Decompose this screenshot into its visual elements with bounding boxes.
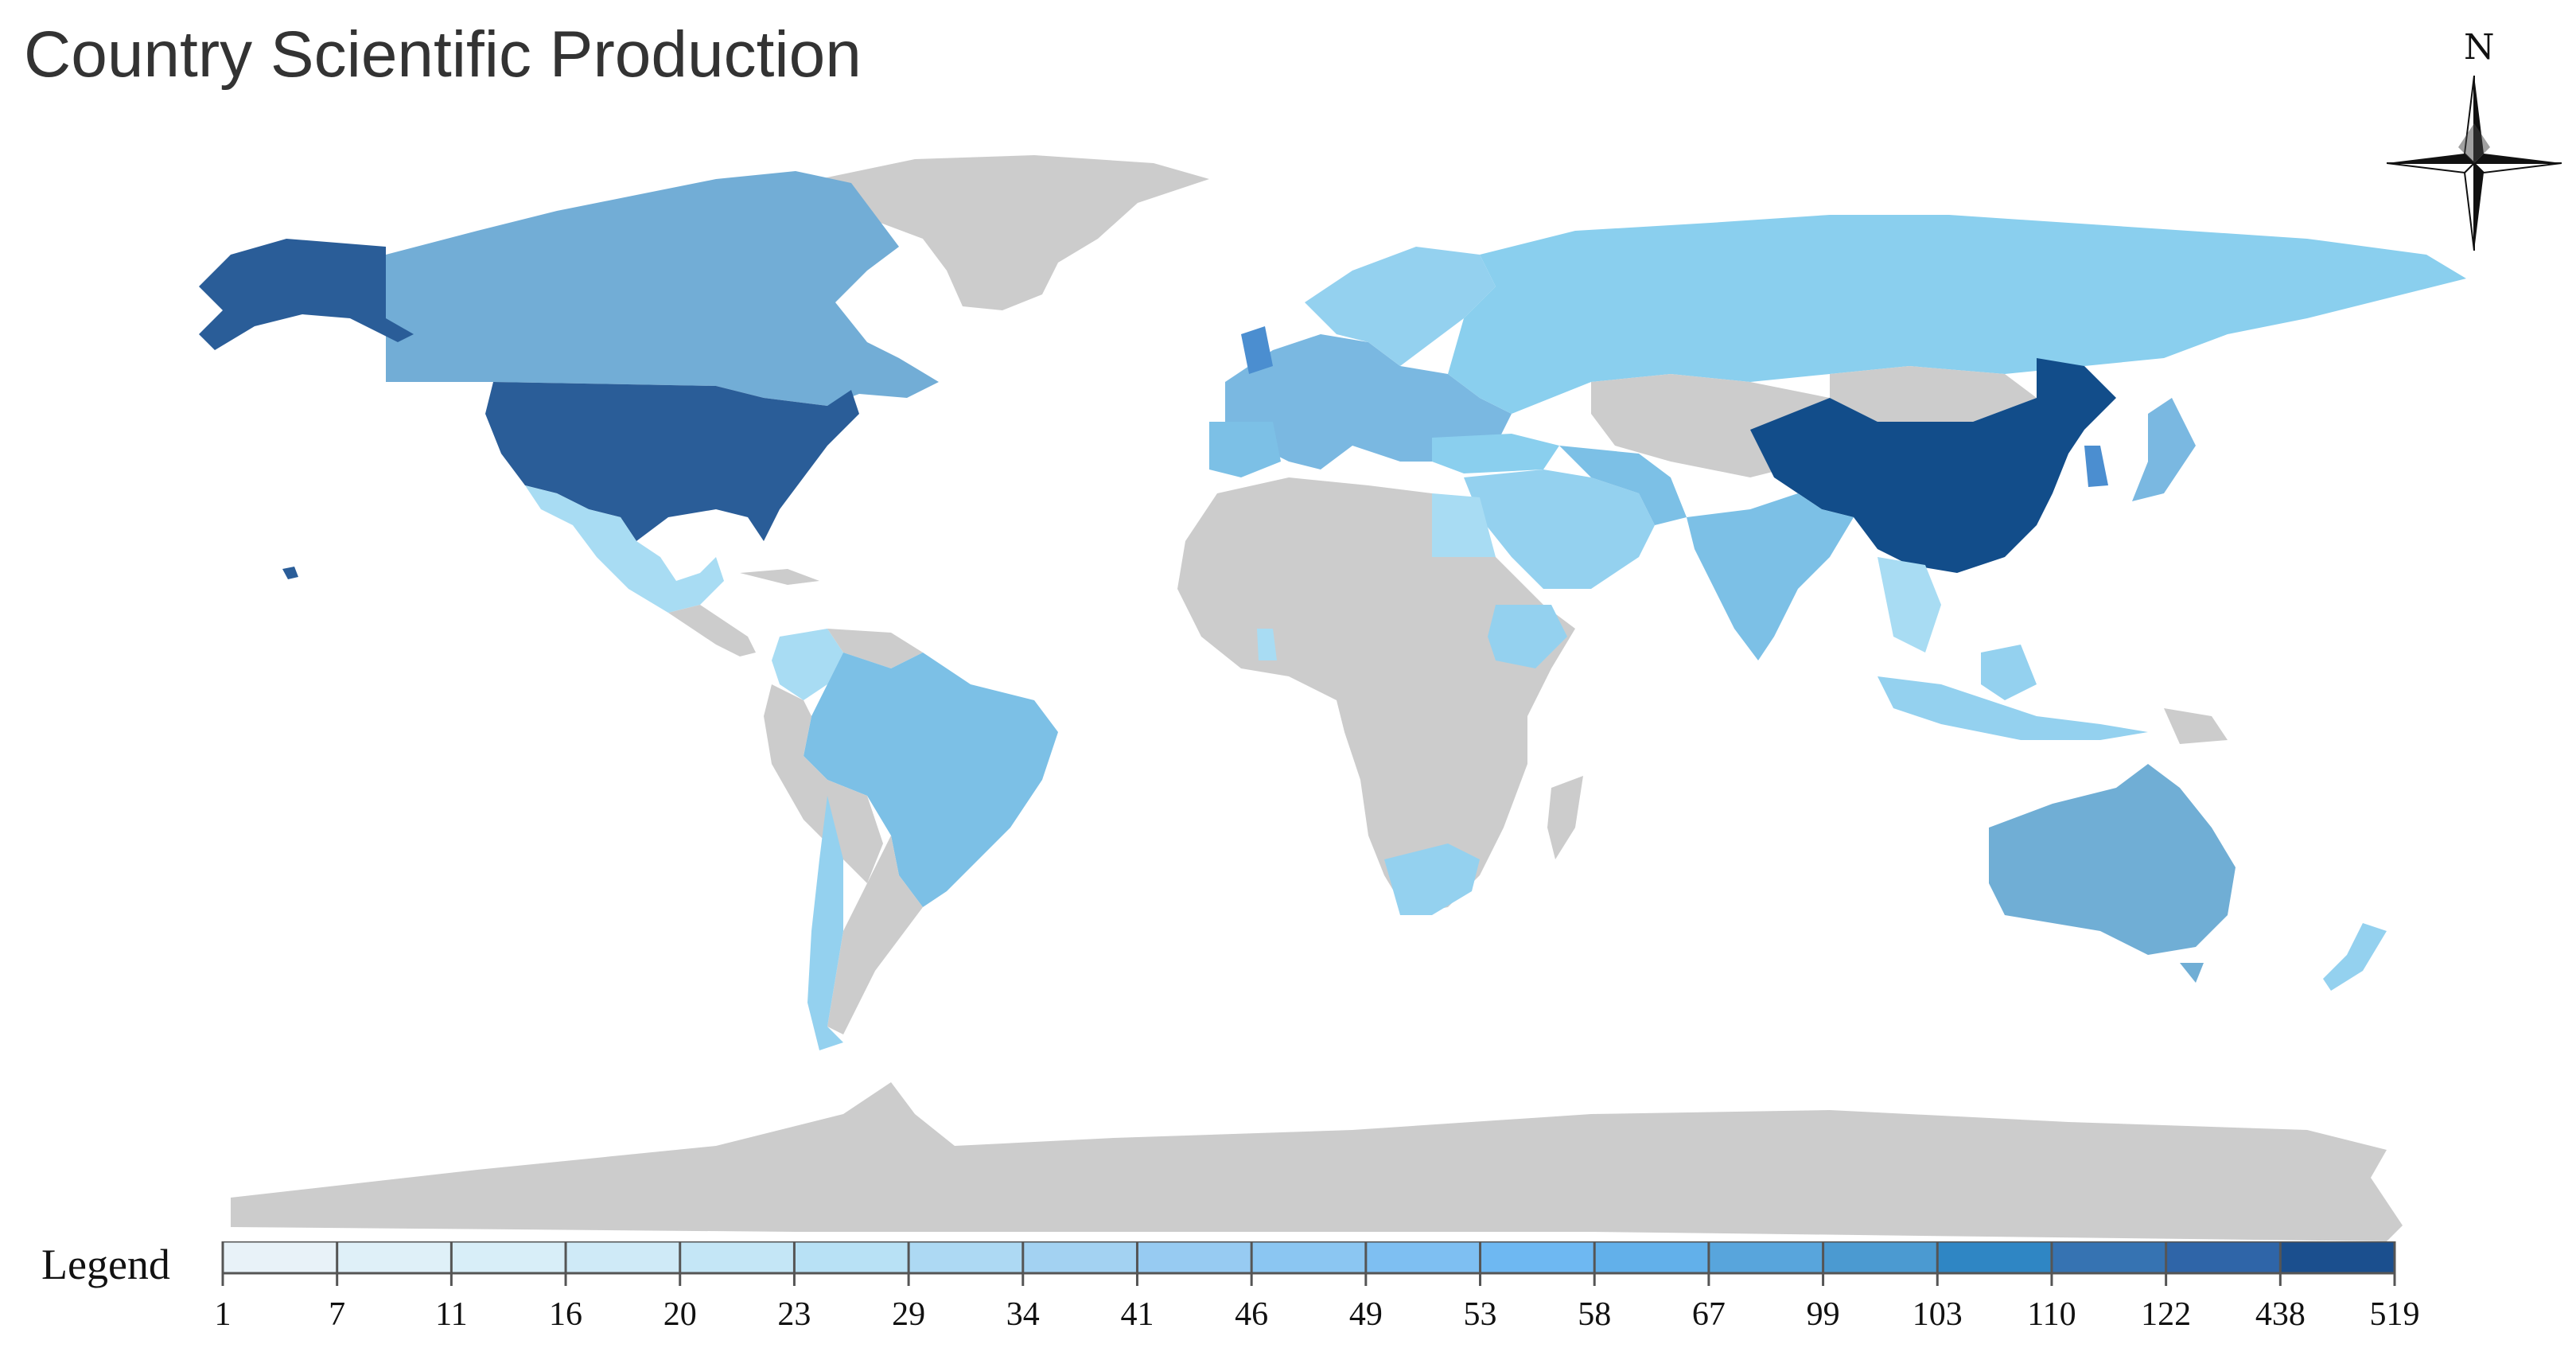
- legend-tick-label: 29: [892, 1296, 926, 1333]
- legend-color-bar: [221, 1241, 2396, 1286]
- legend-tick-label: 1: [214, 1296, 232, 1333]
- legend-tick-label: 16: [549, 1296, 583, 1333]
- antarctica: [231, 1082, 2403, 1241]
- legend-swatch: [2051, 1241, 2166, 1273]
- mongolia: [1830, 366, 2037, 422]
- europe: [1225, 334, 1512, 469]
- legend-tick-label: 23: [777, 1296, 811, 1333]
- compass-rose-icon: [2387, 76, 2562, 251]
- legend-swatch: [337, 1241, 452, 1273]
- legend-swatch: [1251, 1241, 1366, 1273]
- legend-swatch: [2165, 1241, 2281, 1273]
- legend-tick-label: 103: [1912, 1296, 1963, 1333]
- colombia: [772, 629, 843, 700]
- hawaii: [282, 567, 298, 579]
- legend-swatch: [1480, 1241, 1595, 1273]
- new-zealand: [2323, 923, 2387, 991]
- venezuela: [827, 629, 923, 668]
- legend-title: Legend: [41, 1241, 170, 1288]
- legend-tick-label: 58: [1578, 1296, 1612, 1333]
- legend-tick-label: 20: [663, 1296, 697, 1333]
- tasmania: [2180, 963, 2204, 983]
- middle-east: [1464, 469, 1655, 589]
- legend-swatch: [679, 1241, 795, 1273]
- legend-swatch: [1937, 1241, 2052, 1273]
- legend-tick-label: 99: [1806, 1296, 1840, 1333]
- caribbean: [740, 569, 819, 585]
- legend-swatch: [1708, 1241, 1823, 1273]
- legend-swatch: [1594, 1241, 1709, 1273]
- australia: [1989, 764, 2236, 955]
- peru: [764, 684, 883, 883]
- china: [1750, 358, 2116, 573]
- indonesia: [1878, 676, 2148, 740]
- korea: [2084, 446, 2108, 487]
- legend-tick-label: 49: [1348, 1296, 1383, 1333]
- legend-tick-label: 53: [1463, 1296, 1497, 1333]
- papua: [2164, 708, 2228, 744]
- legend-swatch: [1137, 1241, 1252, 1273]
- legend-tick-label: 67: [1691, 1296, 1726, 1333]
- legend-swatch: [794, 1241, 909, 1273]
- iberia: [1209, 422, 1281, 477]
- legend-swatch: [1823, 1241, 1938, 1273]
- map-title: Country Scientific Production: [24, 18, 862, 91]
- legend-swatch: [451, 1241, 566, 1273]
- southeast-asia: [1878, 557, 1941, 653]
- madagascar: [1547, 776, 1583, 859]
- india: [1687, 493, 1854, 660]
- legend-swatch: [1365, 1241, 1481, 1273]
- south-africa: [1384, 843, 1480, 915]
- legend-tick-label: 110: [2027, 1296, 2076, 1333]
- iran: [1559, 446, 1687, 525]
- alaska: [199, 239, 414, 350]
- legend-tick-label: 34: [1006, 1296, 1040, 1333]
- legend-tick-label: 11: [435, 1296, 468, 1333]
- greenland: [819, 155, 1209, 310]
- egypt: [1432, 493, 1496, 557]
- central-america: [668, 605, 756, 656]
- ghana: [1257, 629, 1277, 660]
- brazil: [804, 653, 1058, 907]
- legend-tick-label: 122: [2141, 1296, 2192, 1333]
- legend-tick-label: 41: [1120, 1296, 1154, 1333]
- legend-swatch: [2280, 1241, 2395, 1273]
- japan: [2132, 398, 2196, 501]
- chile: [807, 796, 843, 1050]
- russia: [1448, 215, 2466, 414]
- legend-tick-label: 46: [1235, 1296, 1269, 1333]
- legend-swatch: [1022, 1241, 1138, 1273]
- legend-swatch: [909, 1241, 1023, 1273]
- canada: [386, 171, 939, 406]
- scandinavia: [1305, 247, 1496, 366]
- argentina: [827, 836, 923, 1034]
- borneo: [1981, 645, 2037, 700]
- uk: [1241, 326, 1273, 374]
- compass-north-label: N: [2464, 27, 2495, 68]
- legend-tick-label: 519: [2369, 1296, 2420, 1333]
- legend-swatch: [566, 1241, 680, 1273]
- legend-tick-label: 7: [329, 1296, 346, 1333]
- turkey: [1432, 434, 1559, 473]
- mexico: [525, 485, 724, 613]
- ethiopia: [1488, 605, 1567, 668]
- legend-swatch: [223, 1241, 337, 1273]
- usa: [485, 382, 859, 541]
- legend-tick-label: 438: [2255, 1296, 2306, 1333]
- africa: [1177, 477, 1575, 915]
